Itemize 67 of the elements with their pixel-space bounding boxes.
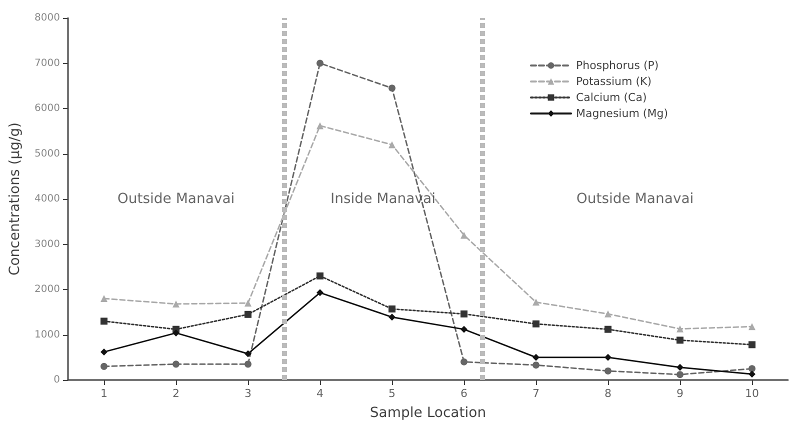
y-tick-label: 6000: [34, 103, 60, 114]
point: [244, 360, 252, 368]
point: [172, 300, 180, 308]
x-tick-label: 5: [388, 387, 396, 400]
x-tick-label: 2: [172, 387, 180, 400]
legend-label: Potassium (K): [576, 75, 652, 88]
y-tick-label: 3000: [34, 238, 60, 250]
point: [604, 354, 612, 361]
legend-label: Calcium (Ca): [576, 91, 647, 104]
y-axis-title: Concentrations (µg/g): [7, 122, 23, 276]
point: [532, 354, 540, 361]
point: [244, 310, 252, 318]
point: [388, 314, 396, 321]
y-tick-label: 7000: [34, 58, 60, 69]
x-tick-label: 7: [532, 387, 540, 400]
point: [460, 326, 468, 333]
point: [676, 371, 684, 378]
point: [604, 326, 612, 333]
point: [532, 298, 540, 306]
x-tick-label: 3: [244, 387, 252, 400]
point: [100, 362, 108, 370]
point: [748, 365, 756, 372]
point: [316, 289, 324, 296]
y-tick-label: 0: [54, 374, 60, 386]
point: [748, 323, 756, 330]
point: [676, 364, 684, 371]
point: [244, 350, 252, 358]
point: [172, 360, 180, 368]
legend-label: Phosphorus (P): [576, 59, 659, 72]
point: [532, 362, 540, 369]
point: [532, 320, 540, 328]
point: [100, 348, 108, 356]
y-tick-label: 1000: [34, 329, 60, 340]
x-tick-label: 1: [100, 387, 108, 400]
x-tick-label: 8: [604, 387, 612, 400]
point: [676, 325, 684, 332]
y-tick-label: 8000: [34, 12, 60, 24]
point: [172, 329, 180, 336]
point: [388, 84, 396, 92]
point: [244, 300, 252, 307]
annotation: Outside Manavai: [576, 191, 694, 207]
point: [316, 60, 324, 67]
x-tick-label: 4: [316, 387, 324, 400]
point: [748, 341, 756, 348]
point: [388, 305, 396, 312]
x-tick-label: 6: [460, 387, 468, 400]
annotation: Inside Manavai: [330, 191, 436, 207]
point: [100, 295, 108, 302]
x-axis-title: Sample Location: [370, 405, 486, 421]
x-tick-label: 9: [676, 387, 684, 400]
point: [388, 141, 396, 148]
point: [316, 122, 324, 130]
x-tick-label: 10: [745, 387, 759, 400]
y-tick-label: 2000: [34, 284, 60, 295]
point: [604, 367, 612, 374]
legend-label: Magnesium (Mg): [576, 107, 668, 120]
point: [460, 232, 468, 239]
y-tick-label: 5000: [34, 148, 60, 160]
point: [604, 310, 612, 318]
y-tick-label: 4000: [34, 194, 60, 204]
point: [676, 336, 684, 344]
point: [316, 272, 324, 280]
point: [460, 310, 468, 318]
point: [460, 358, 468, 366]
point: [100, 318, 108, 325]
annotation: Outside Manavai: [117, 191, 235, 207]
point: [748, 370, 756, 378]
